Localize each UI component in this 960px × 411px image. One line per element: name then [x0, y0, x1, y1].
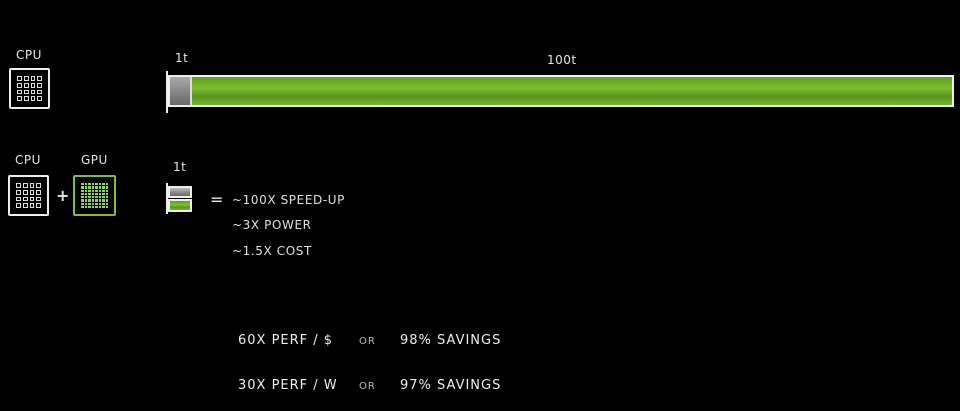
- gpu-core: [95, 186, 98, 189]
- gpu-core: [84, 202, 87, 205]
- gpu-core: [81, 202, 84, 205]
- gpu-core: [95, 202, 98, 205]
- gpu-core: [95, 199, 98, 202]
- bar-axis-2: [166, 183, 168, 214]
- cpu-label: CPU: [16, 48, 42, 62]
- gpu-core: [98, 202, 101, 205]
- gpu-core: [91, 192, 94, 195]
- gpu-core: [84, 196, 87, 199]
- cpu-chip-icon: [8, 175, 49, 216]
- gpu-core: [88, 199, 91, 202]
- gpu-core: [98, 183, 101, 186]
- gpu-core: [81, 199, 84, 202]
- gpu-core: [105, 183, 108, 186]
- bar-label-1t-2: 1t: [173, 160, 187, 174]
- gpu-core: [102, 202, 105, 205]
- gpu-core: [105, 202, 108, 205]
- equals-sign: =: [210, 190, 224, 209]
- bar-label-1t: 1t: [175, 51, 189, 65]
- bar-segment-100t: [190, 77, 952, 105]
- savings-dollar: 98% SAVINGS: [400, 333, 502, 348]
- gpu-core: [102, 183, 105, 186]
- gpu-core: [95, 189, 98, 192]
- gpu-core: [88, 183, 91, 186]
- gpu-core: [84, 189, 87, 192]
- gpu-core: [105, 192, 108, 195]
- gpu-core: [95, 183, 98, 186]
- gpu-core: [105, 196, 108, 199]
- gpu-core: [95, 192, 98, 195]
- result-cost: ~1.5X COST: [232, 244, 312, 258]
- gpu-core: [105, 189, 108, 192]
- savings-watt: 97% SAVINGS: [400, 378, 502, 393]
- gpu-core: [84, 186, 87, 189]
- gpu-core: [98, 186, 101, 189]
- gpu-core: [91, 186, 94, 189]
- gpu-core: [81, 189, 84, 192]
- gpu-core: [91, 189, 94, 192]
- gpu-core: [88, 192, 91, 195]
- gpu-core: [98, 205, 101, 208]
- gpu-core: [88, 196, 91, 199]
- gpu-core: [91, 196, 94, 199]
- gpu-core: [102, 192, 105, 195]
- cpu-gpu-bar-green: [168, 199, 192, 212]
- result-speedup: ~100X SPEED-UP: [232, 193, 346, 207]
- gpu-core: [81, 196, 84, 199]
- gpu-core: [98, 199, 101, 202]
- or-label: OR: [359, 381, 376, 392]
- gpu-core: [84, 192, 87, 195]
- perf-per-watt: 30X PERF / W: [238, 378, 338, 393]
- bar-label-100t: 100t: [547, 53, 577, 67]
- gpu-chip-icon: [73, 175, 116, 216]
- gpu-core: [81, 205, 84, 208]
- gpu-core: [91, 205, 94, 208]
- gpu-core: [95, 196, 98, 199]
- bar-segment-1t: [170, 77, 190, 105]
- plus-sign: +: [56, 186, 70, 205]
- gpu-core: [102, 199, 105, 202]
- gpu-core: [91, 199, 94, 202]
- gpu-core: [84, 199, 87, 202]
- gpu-core: [105, 205, 108, 208]
- gpu-core: [98, 192, 101, 195]
- gpu-core: [91, 202, 94, 205]
- perf-per-dollar: 60X PERF / $: [238, 333, 334, 348]
- gpu-core: [88, 189, 91, 192]
- gpu-core: [81, 192, 84, 195]
- gpu-core: [98, 189, 101, 192]
- gpu-core: [105, 199, 108, 202]
- gpu-core: [102, 196, 105, 199]
- gpu-core: [88, 202, 91, 205]
- gpu-core: [91, 183, 94, 186]
- gpu-core: [88, 186, 91, 189]
- cpu-chip-icon: [9, 68, 50, 109]
- gpu-core: [84, 183, 87, 186]
- result-power: ~3X POWER: [232, 218, 312, 232]
- gpu-core: [98, 196, 101, 199]
- gpu-core: [105, 186, 108, 189]
- gpu-label: GPU: [81, 153, 108, 167]
- bar-axis: [166, 71, 168, 113]
- gpu-core: [81, 186, 84, 189]
- gpu-core: [102, 186, 105, 189]
- gpu-core: [102, 205, 105, 208]
- cpu-only-bar: [168, 75, 954, 107]
- cpu-label-2: CPU: [15, 153, 41, 167]
- gpu-core: [102, 189, 105, 192]
- gpu-core: [81, 183, 84, 186]
- gpu-core: [95, 205, 98, 208]
- or-label: OR: [359, 336, 376, 347]
- gpu-core: [84, 205, 87, 208]
- gpu-core: [88, 205, 91, 208]
- cpu-gpu-bar-gray: [168, 186, 192, 198]
